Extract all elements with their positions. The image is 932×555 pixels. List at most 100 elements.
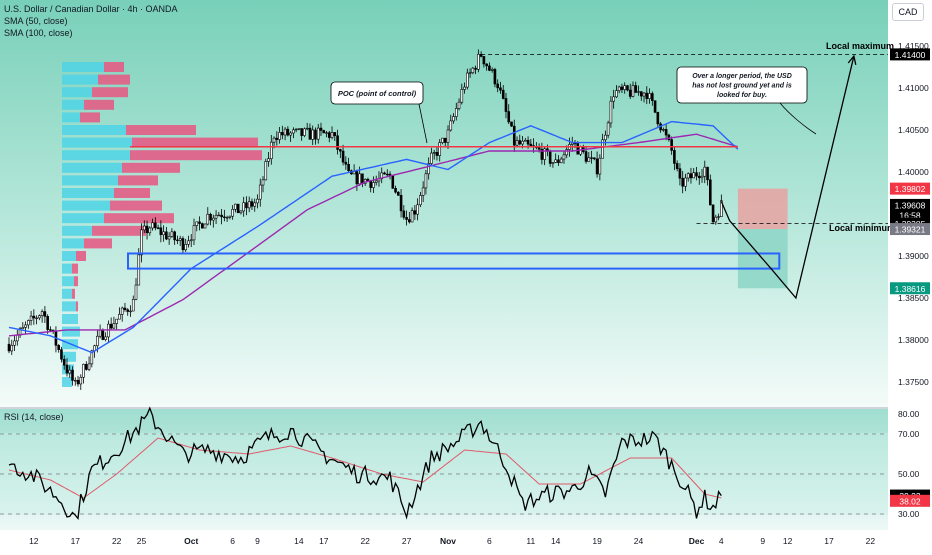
candle-down [322,130,326,134]
candle-down [482,56,486,65]
time-axis-bg [0,530,932,550]
candle-up [269,141,273,160]
candle-up [570,142,574,145]
profile-bar-cyan [62,87,92,98]
profile-bar-cyan [62,175,118,186]
price-tick: 1.39000 [898,251,929,261]
rsi-label[interactable]: RSI (14, close) [4,412,64,422]
candle-up [325,132,328,134]
candle-down [391,175,395,189]
candle-up [410,210,414,223]
profile-bar-cyan [62,251,76,261]
time-tick: 9 [255,536,260,546]
candle-up [463,86,466,90]
candle-up [601,139,604,159]
candle-up [419,195,422,206]
candle-down [689,173,693,179]
candle-up [471,67,475,73]
time-tick: 6 [487,536,492,546]
candle-up [684,177,687,187]
price-axis-bg [888,0,932,550]
profile-bar-pink [92,225,146,236]
candle-up [427,163,430,175]
rsi-tick: 80.00 [898,409,920,419]
price-badge: 1.39608 [895,200,926,210]
time-tick: 14 [294,536,304,546]
candle-down [708,179,712,206]
candle-up [261,179,265,186]
candle-down [281,132,284,136]
profile-bar-pink [132,137,258,148]
candle-up [477,53,480,70]
candle-down [397,191,400,196]
candle-down [336,135,339,150]
candle-up [129,310,132,313]
profile-bar-cyan [62,137,132,148]
candle-down [314,129,317,140]
candle-down [711,204,715,223]
candle-up [330,132,334,138]
candle-down [300,128,303,136]
candle-down [383,172,386,175]
candle-up [416,204,419,215]
candle-up [454,108,458,117]
drawings: POC (point of control) Over a longer peri… [127,41,895,300]
local-min-label: Local minimum [829,223,895,233]
projected-arrowhead [847,54,857,66]
candle-up [543,148,546,160]
profile-bar-pink [114,188,150,198]
poc-callout-text: POC (point of control) [338,89,417,98]
sma50-label[interactable]: SMA (50, close) [4,16,68,26]
candle-up [73,379,77,382]
candle-down [402,210,406,218]
candle-down [341,150,345,163]
profile-bar-cyan [62,74,98,85]
candle-up [598,157,602,175]
currency-button[interactable]: CAD [892,3,924,21]
rsi-tick: 70.00 [898,429,920,439]
candle-up [289,132,292,136]
profile-bar-cyan [62,238,84,249]
candle-up [515,140,519,146]
candle-up [311,129,315,140]
candle-up [637,91,640,93]
candle-up [305,127,309,130]
analysis-note-line: has not lost ground yet and is [692,83,792,90]
rsi-line [8,406,722,520]
candle-down [245,202,248,209]
candle-down [220,214,223,218]
candle-down [344,161,348,165]
price-badge-bg [890,223,930,236]
candle-up [272,137,276,143]
candle-down [488,65,491,71]
candle-up [21,327,25,330]
candle-up [524,139,527,142]
stop-zone [737,188,788,230]
profile-bar-cyan [62,276,74,287]
candle-down [540,148,544,160]
time-tick: 17 [319,536,329,546]
projected-path [720,55,855,300]
axes: 1.415001.410001.405001.400001.395001.390… [29,41,930,546]
candle-down [673,150,676,164]
candle-up [615,90,618,98]
candle-down [678,168,682,179]
candle-down [236,203,240,214]
candle-up [438,142,442,156]
price-badge: 16:58 [899,210,921,220]
candle-down [101,330,105,340]
sma100-label[interactable]: SMA (100, close) [4,28,73,38]
time-tick: 22 [112,536,122,546]
candle-up [87,363,91,370]
candle-up [134,284,138,300]
candle-up [137,254,141,286]
candle-down [485,63,488,67]
candle-up [225,217,229,219]
candle-down [145,225,149,234]
candle-down [576,143,580,155]
candle-down [510,121,513,127]
candle-down [443,137,447,143]
candle-up [468,72,472,74]
